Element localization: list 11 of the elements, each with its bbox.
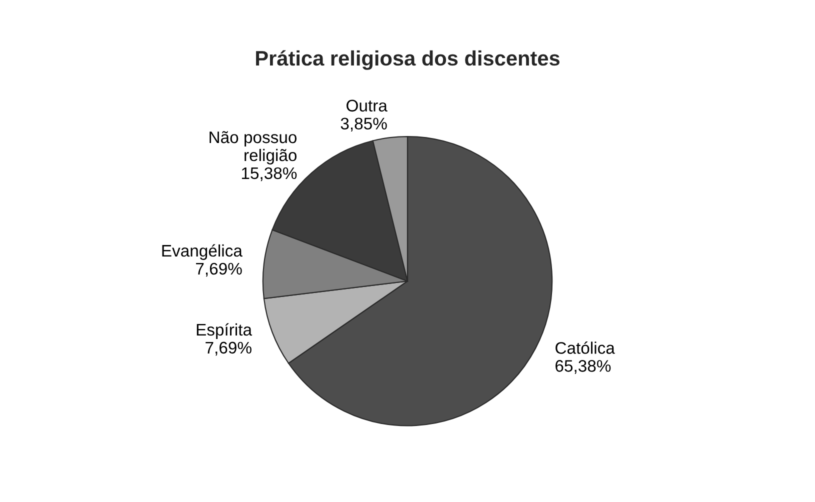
slice-label: Católica — [556, 341, 615, 354]
data-label: 3,85% — [340, 118, 387, 132]
slice-label: Não possuo religião — [210, 131, 297, 164]
slice-label: Evangélica — [162, 244, 242, 260]
slice-label: Espírita — [196, 323, 252, 339]
data-label: 7,69% — [196, 262, 242, 277]
slice-label: Outra — [346, 100, 388, 112]
data-label: 7,69% — [206, 342, 252, 356]
data-label: 15,38% — [242, 167, 297, 182]
data-label: 65,38% — [556, 360, 611, 374]
chart-title: Prática religiosa dos discentes — [256, 50, 560, 70]
